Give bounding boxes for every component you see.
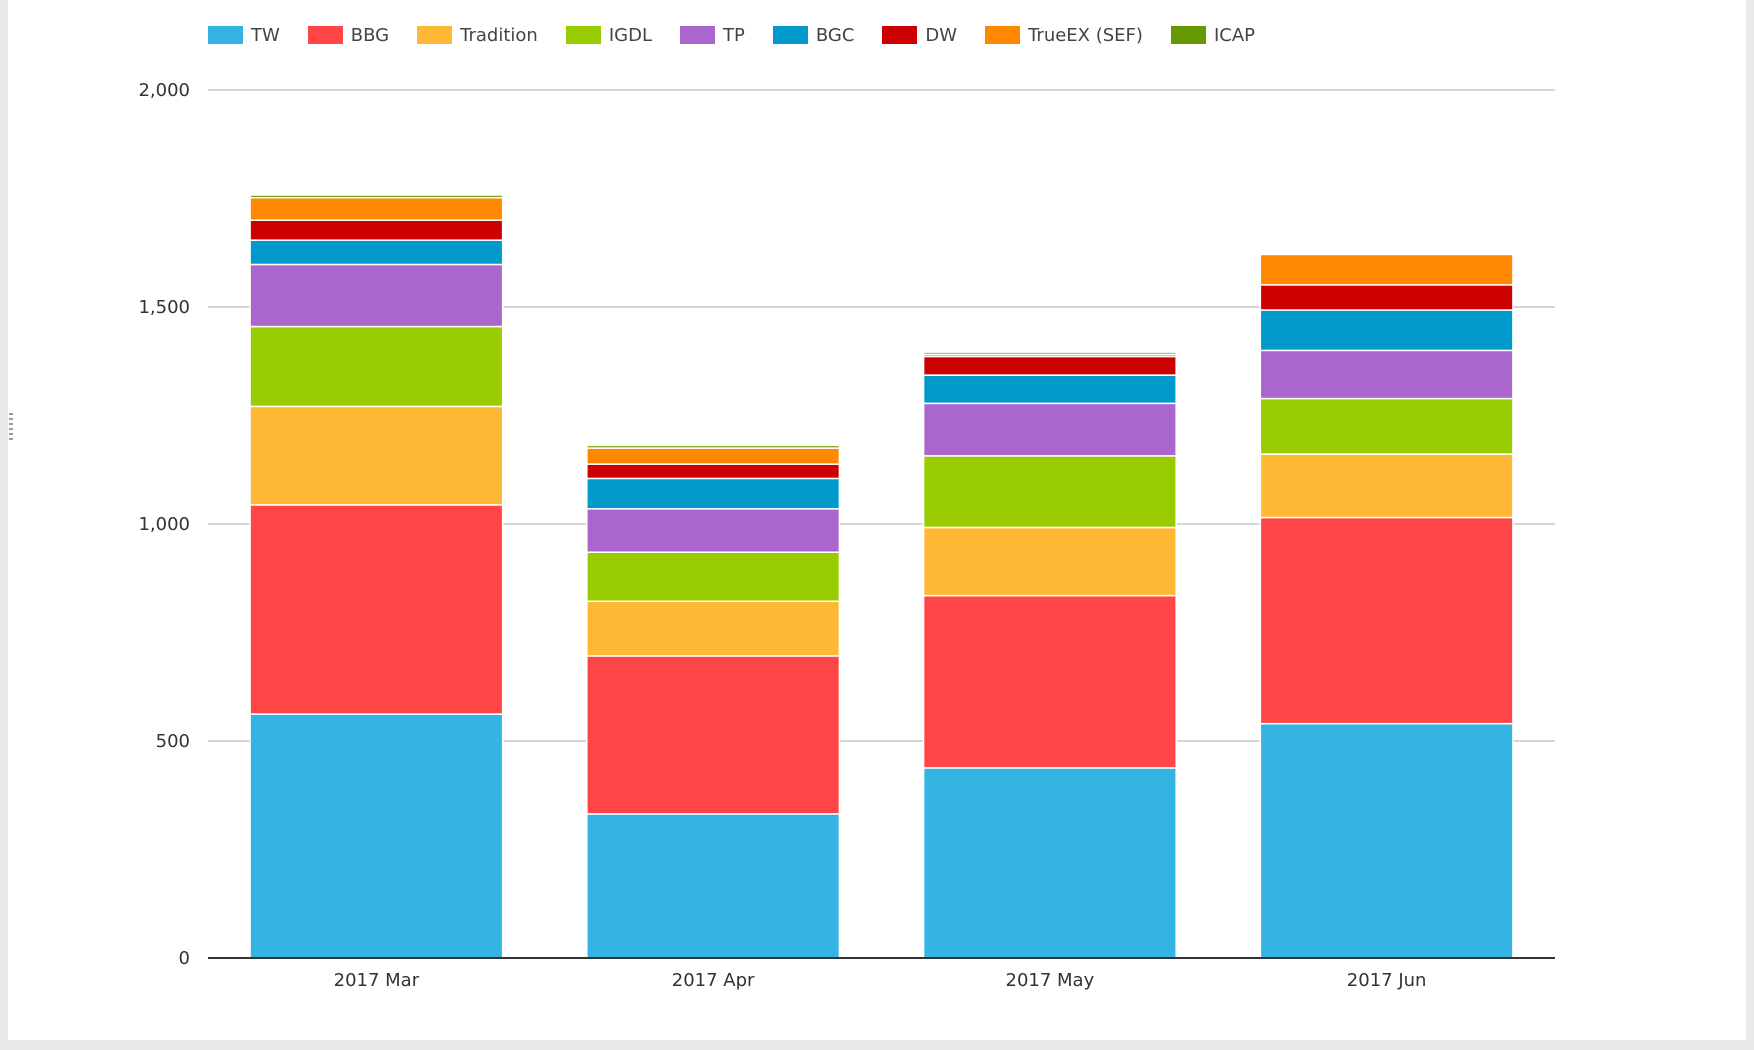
bar-stack-2017-jun (1259, 253, 1514, 959)
bar-tp-2017-jun[interactable] (1259, 349, 1514, 400)
bar-dw-2017-jun[interactable] (1259, 284, 1514, 311)
x-tick-label: 2017 Mar (334, 970, 420, 991)
bar-bgc-2017-apr[interactable] (586, 477, 841, 510)
bar-tp-2017-apr[interactable] (586, 508, 841, 553)
bar-bbg-2017-may[interactable] (922, 594, 1177, 769)
y-axis: 0 500 1,000 1,500 2,000 (138, 80, 190, 969)
bar-stack-2017-apr (586, 444, 841, 959)
y-tick-label: 0 (179, 948, 190, 969)
bar-dw-2017-mar[interactable] (249, 219, 504, 241)
legend-swatch-icap (1170, 26, 1206, 44)
legend-swatch-dw (882, 26, 918, 44)
legend-item-tradition[interactable]: Tradition (417, 25, 538, 46)
legend-swatch-bbg (307, 26, 343, 44)
bar-bbg-2017-apr[interactable] (586, 655, 841, 815)
bar-dw-2017-may[interactable] (922, 355, 1177, 376)
bar-igdl-2017-apr[interactable] (586, 551, 841, 603)
bar-igdl-2017-may[interactable] (922, 455, 1177, 529)
bar-bbg-2017-jun[interactable] (1259, 516, 1514, 725)
bar-tp-2017-may[interactable] (922, 402, 1177, 457)
y-tick-label: 2,000 (138, 80, 190, 101)
legend-item-dw[interactable]: DW (882, 25, 957, 46)
y-tick-label: 500 (156, 731, 190, 752)
bar-tw-2017-apr[interactable] (586, 813, 841, 959)
bars (249, 194, 1514, 959)
y-tick-label: 1,000 (138, 514, 190, 535)
bar-igdl-2017-mar[interactable] (249, 325, 504, 408)
bar-icap-2017-apr[interactable] (586, 444, 841, 449)
bar-icap-2017-may[interactable] (922, 351, 1177, 356)
legend-swatch-trueex-sef (985, 26, 1021, 44)
bar-igdl-2017-jun[interactable] (1259, 397, 1514, 455)
bar-stack-2017-may (922, 351, 1177, 959)
legend-swatch-tradition (417, 26, 453, 44)
bar-stack-2017-mar (249, 194, 504, 959)
legend-item-bgc[interactable]: BGC (772, 24, 855, 46)
legend-swatch-igdl (565, 26, 601, 44)
legend-item-igdl[interactable]: IGDL (565, 24, 652, 46)
x-tick-label: 2017 Jun (1347, 970, 1427, 991)
x-tick-label: 2017 May (1006, 970, 1095, 991)
y-tick-label: 1,500 (138, 297, 190, 318)
legend-label-dw: DW (925, 24, 958, 46)
bar-icap-2017-mar[interactable] (249, 194, 504, 199)
bar-bgc-2017-mar[interactable] (249, 239, 504, 266)
bar-trueex-sef-2017-jun[interactable] (1259, 253, 1514, 286)
legend-label-tw: TW (251, 24, 280, 46)
legend-label-trueex-sef: TrueEX (SEF) (1028, 24, 1143, 46)
legend-item-trueex-sef[interactable]: TrueEX (SEF) (985, 25, 1143, 46)
legend-item-tp[interactable]: TP (679, 24, 745, 46)
bar-tradition-2017-apr[interactable] (586, 600, 841, 657)
legend-label-bbg: BBG (350, 24, 390, 46)
legend-label-igdl: IGDL (608, 24, 652, 46)
chart-legend: TW BBG Tradition IGDL TP BGC DW TrueEX (… (208, 20, 1255, 50)
legend-swatch-tp (679, 26, 715, 44)
x-axis: 2017 Mar 2017 Apr 2017 May 2017 Jun (334, 970, 1427, 991)
bar-bbg-2017-mar[interactable] (249, 504, 504, 715)
legend-item-icap[interactable]: ICAP (1170, 24, 1255, 46)
bar-trueex-sef-2017-apr[interactable] (586, 447, 841, 465)
x-tick-label: 2017 Apr (672, 970, 755, 991)
bar-bgc-2017-may[interactable] (922, 374, 1177, 405)
bar-trueex-sef-2017-mar[interactable] (249, 196, 504, 221)
bar-bgc-2017-jun[interactable] (1259, 309, 1514, 352)
bar-tw-2017-jun[interactable] (1259, 722, 1514, 959)
legend-item-bbg[interactable]: BBG (307, 24, 390, 46)
bar-tw-2017-mar[interactable] (249, 713, 504, 959)
bar-tw-2017-may[interactable] (922, 767, 1177, 959)
bar-tp-2017-mar[interactable] (249, 263, 504, 328)
legend-label-bgc: BGC (815, 24, 855, 46)
legend-swatch-bgc (772, 26, 808, 44)
legend-item-tw[interactable]: TW (208, 25, 280, 46)
legend-label-icap: ICAP (1213, 24, 1255, 46)
legend-label-tp: TP (722, 24, 745, 46)
legend-label-tradition: Tradition (460, 24, 538, 46)
resize-handle[interactable] (8, 410, 14, 450)
legend-swatch-tw (208, 26, 243, 44)
bar-tradition-2017-jun[interactable] (1259, 453, 1514, 519)
bar-tradition-2017-mar[interactable] (249, 405, 504, 506)
bar-dw-2017-apr[interactable] (586, 463, 841, 480)
bar-tradition-2017-may[interactable] (922, 526, 1177, 597)
